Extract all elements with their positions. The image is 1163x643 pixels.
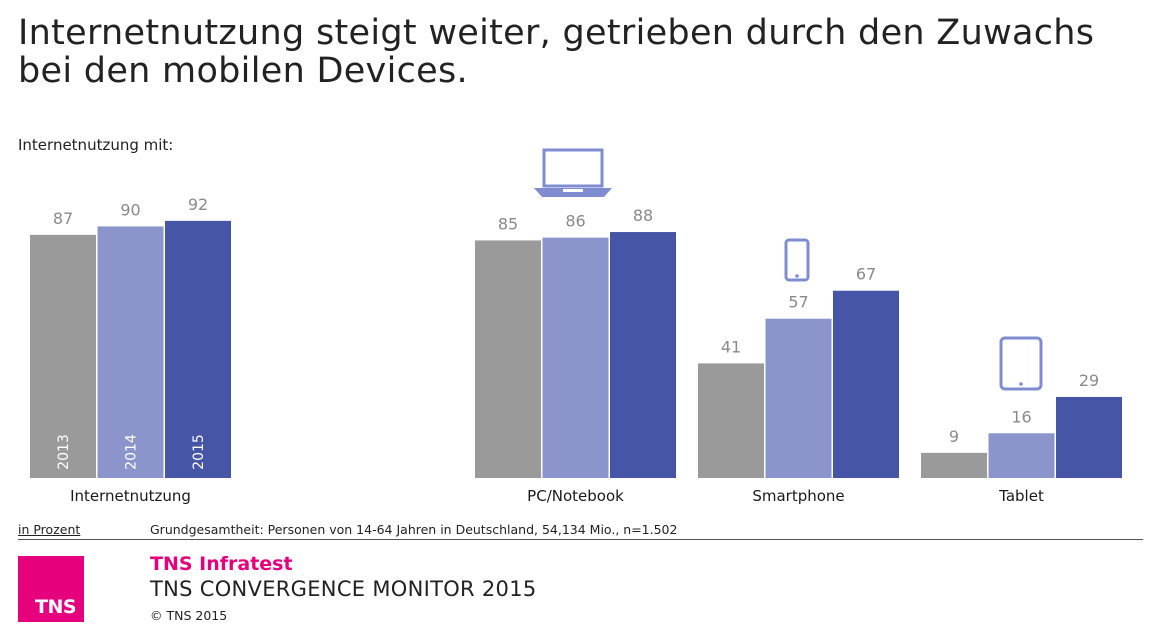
value-label: 88 xyxy=(633,206,653,225)
bar-2013 xyxy=(30,234,96,478)
bar-2015 xyxy=(165,220,231,479)
bar-2014 xyxy=(765,318,832,478)
value-label: 90 xyxy=(120,200,140,219)
value-label: 41 xyxy=(721,337,741,356)
value-label: 67 xyxy=(856,265,876,284)
series-year-label: 2014 xyxy=(124,434,140,470)
chart-subtitle: Internetnutzung mit: xyxy=(18,136,174,154)
value-label: 92 xyxy=(188,195,208,214)
footer-divider xyxy=(18,539,1143,540)
category-label: Smartphone xyxy=(752,487,844,505)
brand-name: TNS Infratest xyxy=(150,553,293,575)
value-label: 57 xyxy=(788,293,808,312)
tns-logo: TNS xyxy=(18,556,84,622)
value-label: 16 xyxy=(1011,407,1031,426)
bar-2015 xyxy=(833,290,899,478)
series-year-label: 2013 xyxy=(56,434,72,470)
bar-2015 xyxy=(610,232,676,478)
report-name: TNS CONVERGENCE MONITOR 2015 xyxy=(150,577,537,601)
bar-2013 xyxy=(921,452,987,478)
bar-2015 xyxy=(1056,396,1122,478)
value-label: 29 xyxy=(1079,371,1099,390)
tablet-icon xyxy=(999,336,1043,391)
smartphone-icon xyxy=(784,238,810,282)
source-note: Grundgesamtheit: Personen von 14-64 Jahr… xyxy=(150,522,678,537)
value-label: 86 xyxy=(565,212,585,231)
unit-label: in Prozent xyxy=(18,522,81,537)
category-label: Tablet xyxy=(998,487,1044,505)
category-label: PC/Notebook xyxy=(527,487,624,505)
copyright: © TNS 2015 xyxy=(150,608,228,623)
bar-chart: 87 2013 90 2014 92 2015 Internetnutzung 85 86 88 P… xyxy=(30,148,1122,505)
logo-text: TNS xyxy=(35,596,77,618)
value-label: 87 xyxy=(53,209,73,228)
value-label: 9 xyxy=(949,427,959,446)
bar-2014 xyxy=(542,237,609,478)
laptop-icon xyxy=(534,148,612,197)
value-label: 85 xyxy=(498,214,518,233)
bar-2013 xyxy=(698,363,764,478)
bar-2014 xyxy=(988,433,1055,478)
page-title: Internetnutzung steigt weiter, getrieben… xyxy=(18,13,1095,91)
bar-2013 xyxy=(475,240,541,478)
series-year-label: 2015 xyxy=(191,434,207,470)
category-label: Internetnutzung xyxy=(70,487,191,505)
bar-2014 xyxy=(97,226,164,478)
